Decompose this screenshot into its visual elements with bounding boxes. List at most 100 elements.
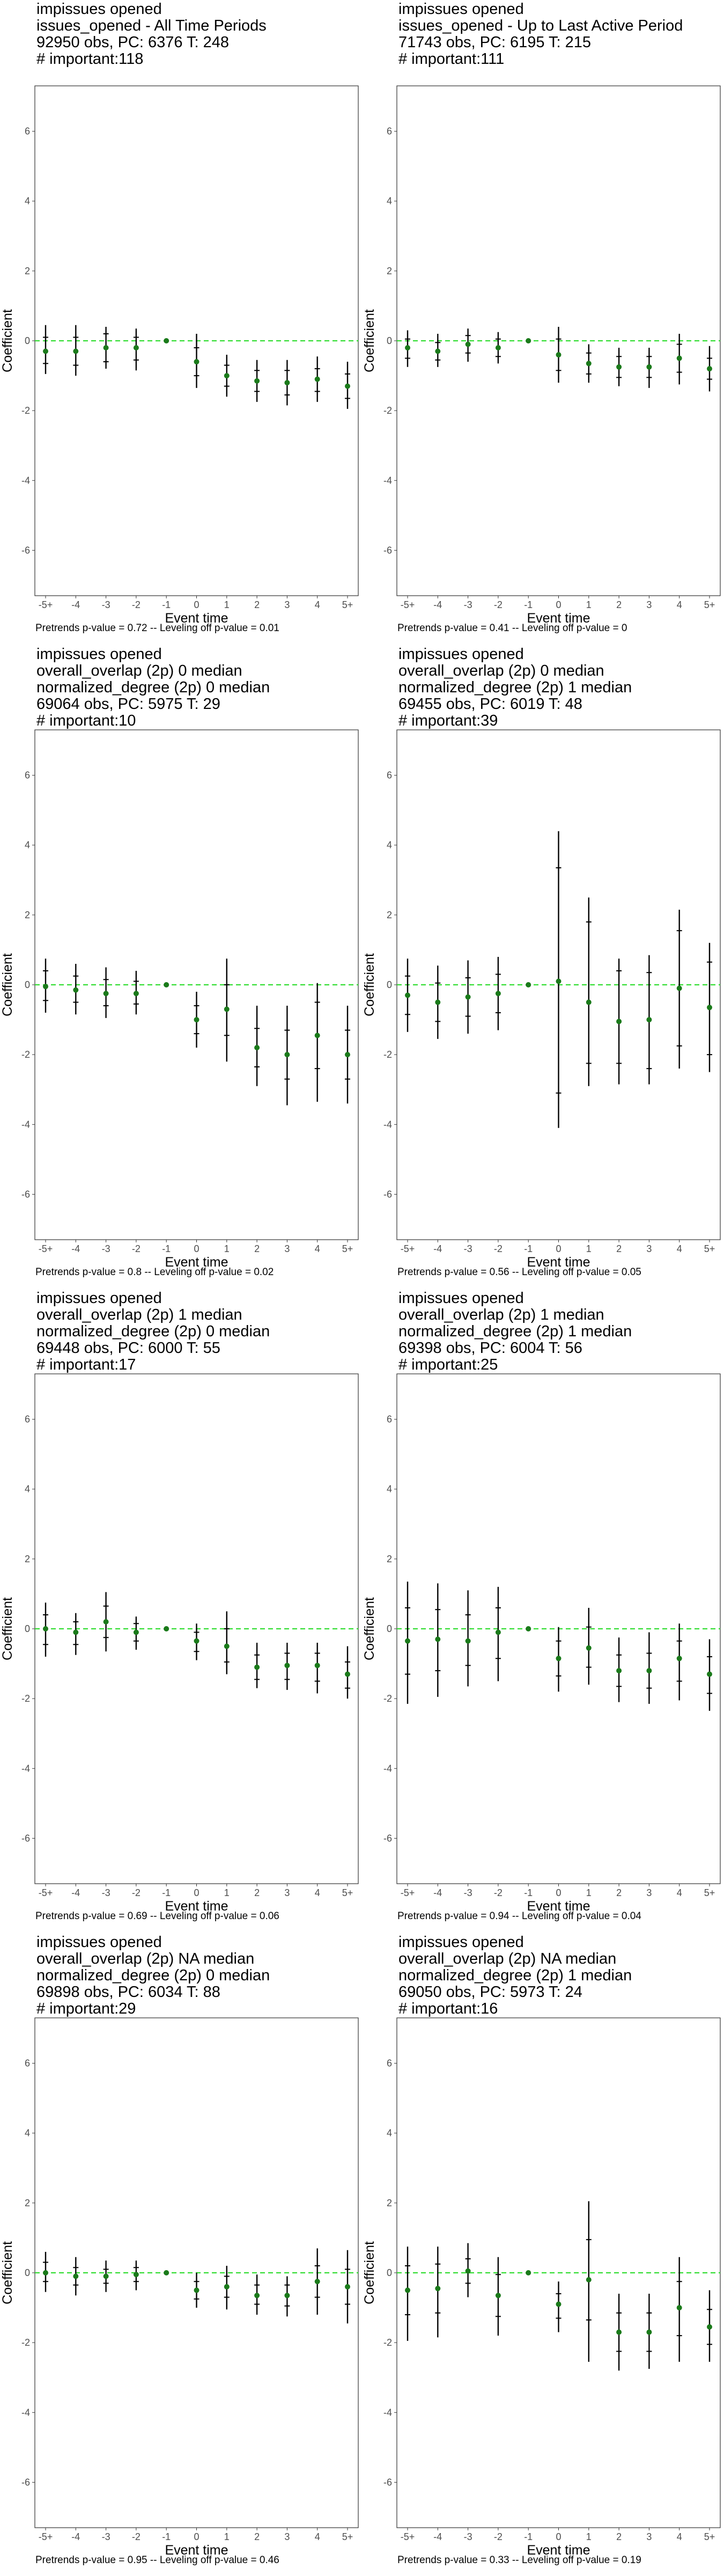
- y-tick-label: 0: [25, 335, 30, 346]
- chart-title-line: 69448 obs, PC: 6000 T: 55: [36, 1340, 220, 1357]
- data-point: [345, 1052, 350, 1058]
- y-tick-label: -6: [21, 2477, 30, 2487]
- data-point: [707, 366, 712, 372]
- x-tick-label: 1: [586, 2531, 592, 2542]
- y-tick-label: 4: [387, 1484, 392, 1495]
- chart-title-line: issues_opened - Up to Last Active Period: [398, 17, 683, 34]
- data-point: [405, 345, 410, 351]
- chart-title-line: overall_overlap (2p) 1 median: [398, 1306, 604, 1323]
- data-point: [284, 2293, 290, 2299]
- x-tick-label: -2: [494, 1887, 503, 1898]
- x-tick-label: 2: [254, 1243, 260, 1254]
- data-point: [224, 2284, 230, 2290]
- x-tick-label: -5+: [401, 1887, 415, 1898]
- data-point: [164, 1626, 169, 1631]
- y-tick-label: 6: [387, 1414, 392, 1425]
- y-axis-label: Coefficient: [362, 1597, 377, 1660]
- data-point: [586, 2277, 592, 2283]
- y-tick-label: 0: [387, 335, 392, 346]
- data-point: [405, 2287, 410, 2293]
- data-point: [73, 987, 79, 993]
- x-tick-label: -5+: [401, 2531, 415, 2542]
- y-tick-label: 2: [25, 2198, 30, 2208]
- chart-title-line: 69050 obs, PC: 5973 T: 24: [398, 1984, 582, 2001]
- data-point: [616, 364, 622, 370]
- data-point: [224, 1643, 230, 1649]
- data-point: [465, 341, 471, 347]
- x-tick-label: 5+: [342, 1243, 353, 1254]
- y-tick-label: 4: [25, 840, 30, 851]
- chart-title-line: overall_overlap (2p) 0 median: [36, 662, 242, 679]
- chart-title-line: normalized_degree (2p) 0 median: [36, 679, 270, 696]
- chart-panel: impissues opened overall_overlap (2p) 1 m…: [362, 1288, 724, 1932]
- data-point: [164, 2270, 169, 2275]
- y-tick-label: 4: [387, 2128, 392, 2139]
- chart-caption: Pretrends p-value = 0.72 -- Leveling off…: [35, 623, 279, 634]
- x-axis-label: Event time: [527, 2543, 590, 2558]
- x-tick-label: 1: [224, 1243, 230, 1254]
- chart-title-line: impissues opened: [398, 646, 524, 663]
- data-point: [495, 2293, 501, 2299]
- x-tick-label: 0: [556, 2531, 561, 2542]
- chart-title-line: normalized_degree (2p) 1 median: [398, 1967, 632, 1984]
- x-tick-label: -1: [162, 1887, 171, 1898]
- x-tick-label: 0: [194, 1243, 199, 1254]
- chart-panel: impissues opened overall_overlap (2p) 0 m…: [362, 644, 724, 1288]
- x-tick-label: -4: [433, 599, 442, 610]
- data-point: [435, 2286, 441, 2292]
- chart-title: impissues opened overall_overlap (2p) NA …: [36, 1934, 270, 2017]
- x-tick-label: -4: [433, 1243, 442, 1254]
- y-tick-label: 2: [387, 266, 392, 276]
- data-point: [586, 1645, 592, 1651]
- data-point: [435, 1636, 441, 1642]
- x-tick-label: -2: [494, 1243, 503, 1254]
- x-tick-label: 3: [646, 1243, 652, 1254]
- data-point: [495, 345, 501, 351]
- chart-title-line: impissues opened: [398, 1290, 524, 1307]
- y-tick-label: 6: [25, 126, 30, 137]
- chart-caption: Pretrends p-value = 0.33 -- Leveling off…: [397, 2555, 641, 2566]
- chart-title-line: 71743 obs, PC: 6195 T: 215: [398, 34, 592, 51]
- y-tick-label: 2: [25, 1554, 30, 1564]
- x-tick-label: 4: [677, 1887, 682, 1898]
- data-point: [526, 338, 531, 343]
- y-tick-label: -6: [383, 1833, 392, 1843]
- chart-title-line: impissues opened: [36, 1, 162, 18]
- chart-title: impissues opened overall_overlap (2p) 0 m…: [398, 646, 632, 729]
- y-axis-label: Coefficient: [362, 309, 377, 372]
- y-tick-label: 6: [387, 770, 392, 781]
- chart-title-line: impissues opened: [36, 1290, 162, 1307]
- x-tick-label: 2: [254, 599, 260, 610]
- chart-panel: impissues opened overall_overlap (2p) 1 m…: [0, 1288, 362, 1932]
- y-tick-label: -6: [21, 545, 30, 555]
- data-point: [103, 2273, 109, 2279]
- data-point: [646, 1017, 652, 1023]
- x-tick-label: 2: [616, 1887, 622, 1898]
- chart-title-line: normalized_degree (2p) 1 median: [398, 1323, 632, 1340]
- data-point: [284, 380, 290, 386]
- x-tick-label: -2: [132, 1887, 141, 1898]
- data-point: [254, 378, 260, 384]
- x-tick-label: 3: [284, 2531, 290, 2542]
- x-tick-label: 5+: [704, 1887, 715, 1898]
- x-tick-label: 5+: [704, 2531, 715, 2542]
- y-tick-label: 4: [387, 196, 392, 207]
- chart-title-line: 69064 obs, PC: 5975 T: 29: [36, 696, 220, 713]
- x-tick-label: 3: [646, 1887, 652, 1898]
- y-tick-label: 4: [387, 840, 392, 851]
- x-tick-label: 0: [194, 2531, 199, 2542]
- data-point: [43, 348, 48, 354]
- data-point: [73, 2273, 79, 2279]
- chart-title-line: # important:111: [398, 50, 505, 68]
- data-point: [194, 1638, 200, 1644]
- data-point: [676, 355, 682, 361]
- data-point: [345, 383, 350, 389]
- data-point: [465, 2268, 471, 2274]
- y-tick-label: 4: [25, 2128, 30, 2139]
- data-point: [556, 978, 562, 984]
- y-axis-label: Coefficient: [362, 2241, 377, 2304]
- x-tick-label: -1: [524, 2531, 533, 2542]
- y-tick-label: 4: [25, 1484, 30, 1495]
- data-point: [314, 1663, 320, 1668]
- chart-title-line: # important:10: [36, 712, 136, 729]
